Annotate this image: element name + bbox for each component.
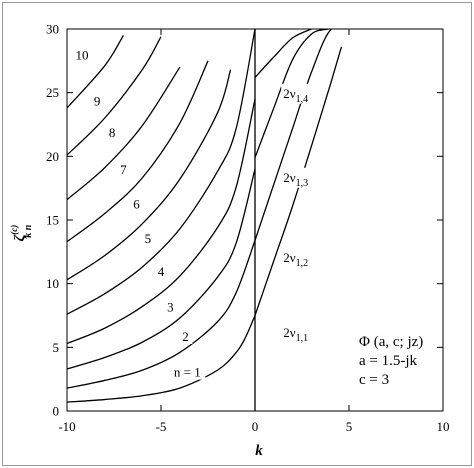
curve-label: 3 <box>167 300 174 315</box>
x-tick-label: 10 <box>437 419 450 434</box>
series-line-4 <box>67 98 256 345</box>
series-line-9 <box>67 36 162 156</box>
y-tick-label: 0 <box>53 404 60 419</box>
annotation-a: a = 1.5-jk <box>359 353 418 369</box>
x-tick-label: 0 <box>252 419 259 434</box>
series-line-12 <box>254 29 350 241</box>
nu-label: 2ν1,2 <box>283 250 308 269</box>
series-line-13 <box>254 29 329 158</box>
series-line-1 <box>67 315 256 403</box>
x-tick-label: -10 <box>58 419 75 434</box>
curve-label: 7 <box>120 162 127 177</box>
curve-label: 4 <box>158 264 165 279</box>
nu-label: 2ν1,3 <box>283 170 308 189</box>
series-line-6 <box>67 69 232 281</box>
curve-label: n = 1 <box>174 365 201 380</box>
y-tick-label: 5 <box>53 340 60 355</box>
curve-label: 5 <box>145 231 152 246</box>
y-tick-label: 20 <box>46 149 59 164</box>
series-line-14 <box>254 29 312 78</box>
y-axis-title: ζ(c) k n <box>9 224 34 241</box>
series-line-8 <box>67 66 181 201</box>
curve-label: 6 <box>133 197 140 212</box>
plot-border <box>66 28 444 412</box>
x-tick-label: 5 <box>346 419 353 434</box>
annotation-function: Φ (a, c; jz) <box>359 334 423 350</box>
y-tick-label: 25 <box>46 85 59 100</box>
curves-group <box>67 29 350 411</box>
y-tick-label: 10 <box>46 276 59 291</box>
y-tick-label: 30 <box>46 22 59 37</box>
nu-label: 2ν1,1 <box>283 325 308 344</box>
curve-label: 10 <box>76 48 89 63</box>
series-line-7 <box>67 60 209 243</box>
y-axis-title-base: ζ <box>12 233 28 241</box>
curve-label: 2 <box>182 329 189 344</box>
annotation-c: c = 3 <box>359 372 389 388</box>
x-tick-label: -5 <box>156 419 167 434</box>
y-axis-title-sub: k n <box>23 224 34 238</box>
series-line-5 <box>67 29 256 315</box>
x-axis-title: k <box>255 443 263 459</box>
nu-label: 2ν1,4 <box>283 86 308 105</box>
curve-label: 8 <box>109 125 116 140</box>
y-axis-title-sup: (c) <box>9 225 19 235</box>
curve-label: 9 <box>94 93 101 108</box>
y-tick-label: 15 <box>46 213 59 228</box>
series-line-10 <box>67 35 124 109</box>
series-line-3 <box>67 168 256 370</box>
series-line-2 <box>67 240 256 389</box>
